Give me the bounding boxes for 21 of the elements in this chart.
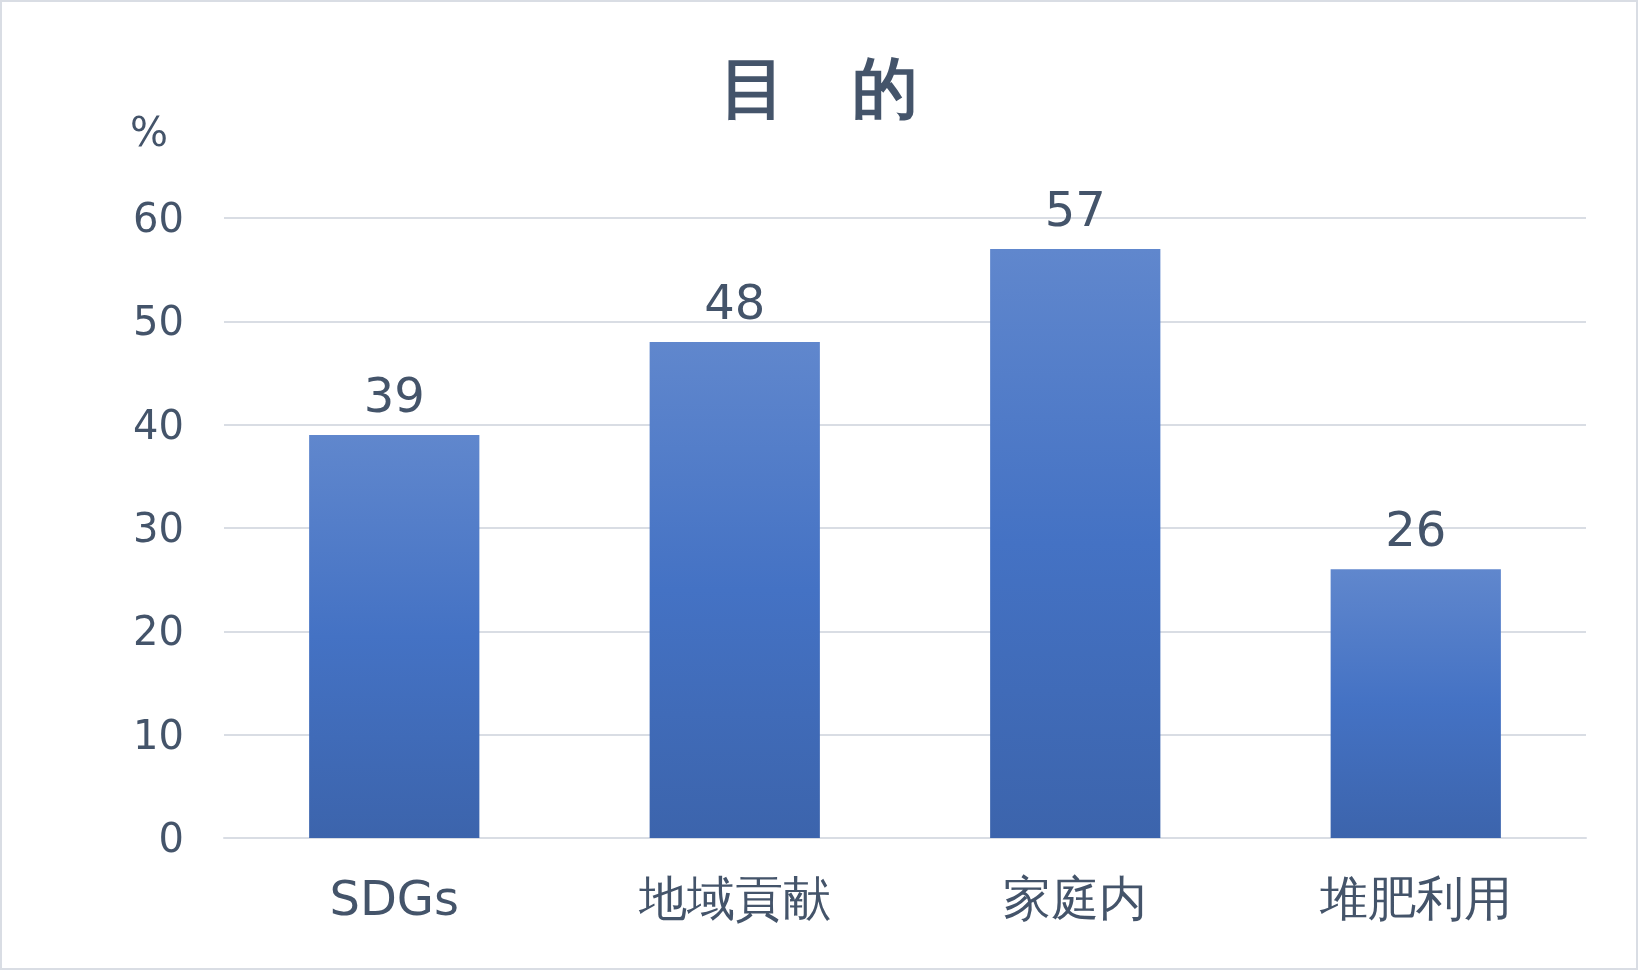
bar bbox=[309, 435, 480, 838]
y-tick-label: 20 bbox=[133, 608, 184, 655]
bar bbox=[990, 249, 1161, 838]
x-tick-label: SDGs bbox=[329, 870, 460, 926]
data-label: 57 bbox=[1044, 181, 1106, 237]
y-tick-label: 50 bbox=[133, 298, 184, 345]
data-label: 26 bbox=[1385, 501, 1447, 558]
y-tick-label: 0 bbox=[158, 815, 184, 861]
x-tick-label: 地域貢献 bbox=[637, 870, 831, 926]
y-axis-title: % bbox=[130, 109, 169, 155]
y-tick-label: 30 bbox=[133, 505, 184, 551]
chart-title: 目 的 bbox=[720, 49, 918, 127]
y-tick-label: 60 bbox=[133, 195, 184, 241]
y-tick-label: 40 bbox=[133, 401, 184, 448]
data-label: 39 bbox=[363, 367, 425, 423]
data-label: 48 bbox=[704, 274, 766, 330]
y-tick-label: 10 bbox=[133, 711, 184, 758]
x-tick-label: 堆肥利用 bbox=[1318, 870, 1512, 926]
bar bbox=[649, 342, 820, 838]
x-tick-label: 家庭内 bbox=[1003, 870, 1148, 926]
bar bbox=[1330, 569, 1501, 838]
